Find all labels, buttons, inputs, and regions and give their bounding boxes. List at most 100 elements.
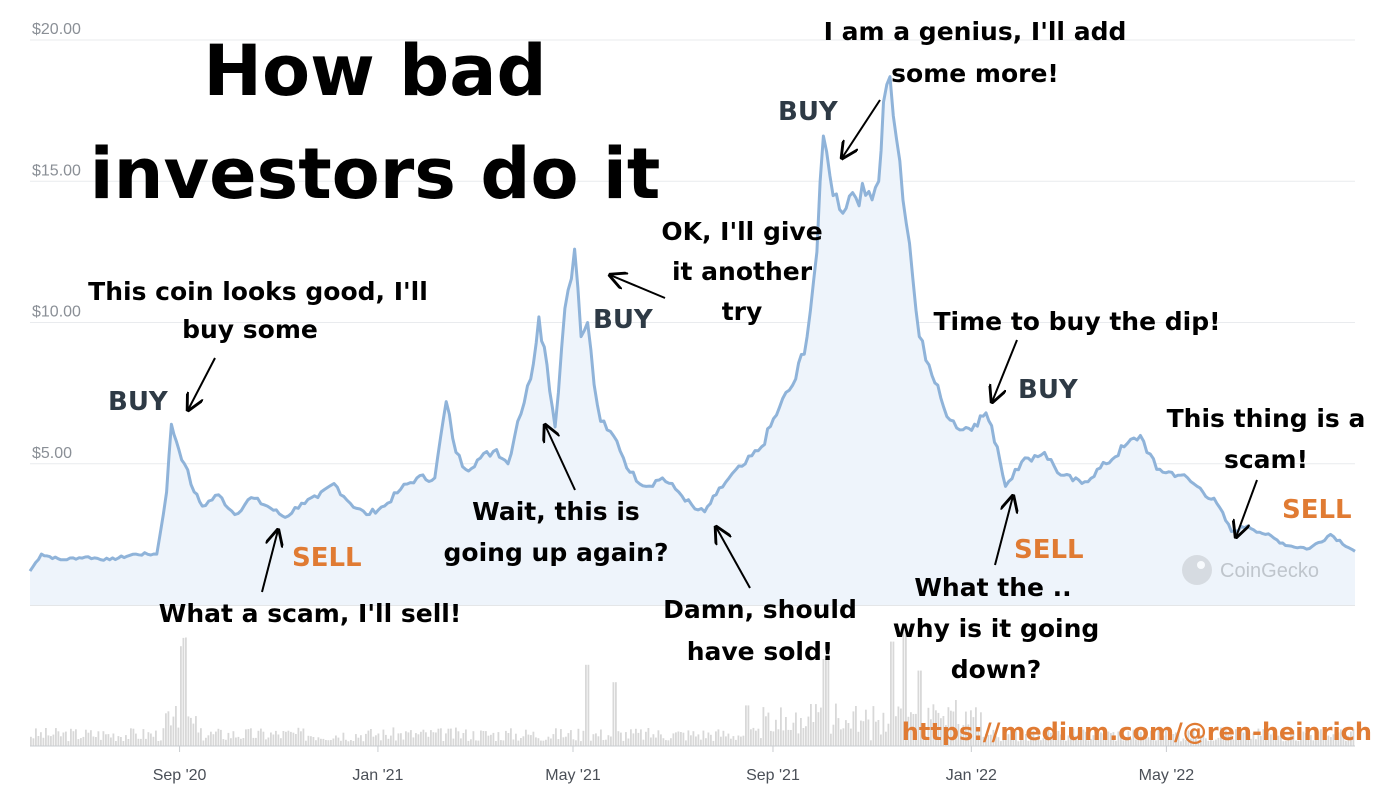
gecko-logo-icon: [1182, 555, 1212, 585]
volume-bar: [1287, 739, 1290, 746]
volume-bar: [375, 735, 377, 746]
volume-bar: [1322, 733, 1325, 746]
volume-bar: [682, 732, 685, 746]
volume-bar: [452, 738, 455, 746]
volume-bar: [1205, 738, 1207, 746]
volume-bar: [1257, 728, 1260, 746]
volume-bar: [1175, 732, 1177, 746]
volume-bar: [1160, 739, 1162, 746]
volume-bar: [545, 739, 547, 746]
volume-bar: [1237, 734, 1240, 746]
volume-bar: [450, 728, 452, 746]
volume-bar: [685, 740, 687, 746]
volume-bar: [85, 729, 87, 746]
volume-bar: [227, 732, 230, 746]
volume-bar: [1007, 734, 1010, 746]
volume-bar: [292, 732, 295, 746]
y-tick-label: $20.00: [32, 21, 81, 38]
volume-bar: [1172, 734, 1175, 746]
volume-bar: [522, 736, 525, 746]
volume-bar: [765, 716, 767, 746]
volume-bar: [940, 718, 942, 746]
volume-bar: [217, 728, 220, 746]
y-tick-label: $5.00: [32, 445, 72, 462]
volume-bar: [1147, 737, 1150, 746]
volume-bar: [927, 707, 930, 746]
volume-bar: [317, 737, 320, 746]
volume-bar: [907, 716, 910, 746]
volume-bar: [70, 728, 72, 746]
annotation-4-line-2: it another: [672, 257, 813, 286]
volume-bar: [422, 729, 425, 746]
volume-bar: [235, 737, 237, 746]
volume-bar: [62, 732, 65, 746]
volume-bar: [677, 731, 680, 746]
annotation-4-line-1: OK, I'll give: [661, 217, 822, 246]
volume-bar: [595, 733, 597, 746]
volume-bar: [1185, 739, 1187, 746]
volume-bar: [1290, 727, 1292, 746]
arrow-3: [545, 425, 576, 491]
volume-bar: [142, 729, 145, 746]
volume-bar: [785, 717, 787, 746]
volume-bar: [590, 740, 592, 746]
volume-bar: [402, 739, 405, 746]
volume-bar: [1235, 729, 1237, 746]
annotation-6-line-2: some more!: [891, 59, 1059, 88]
volume-bar: [645, 731, 647, 746]
volume-bar: [877, 720, 880, 746]
volume-bar: [635, 728, 637, 746]
volume-bar: [290, 731, 292, 746]
volume-bar: [1145, 734, 1147, 746]
volume-bar: [937, 712, 940, 746]
volume-bar: [770, 730, 772, 746]
volume-bar: [825, 659, 827, 746]
volume-bar: [262, 731, 265, 746]
price-area: [30, 76, 1355, 605]
volume-bar: [1140, 731, 1142, 746]
volume-bar: [1182, 738, 1185, 746]
volume-bar: [1342, 735, 1345, 746]
volume-bar: [850, 728, 852, 746]
volume-bar: [1072, 728, 1075, 746]
volume-bar: [390, 735, 392, 746]
volume-bar: [507, 733, 510, 746]
volume-bar: [407, 732, 410, 746]
volume-bar: [1300, 739, 1302, 746]
volume-bar: [1100, 732, 1102, 746]
volume-bar: [1037, 729, 1040, 746]
volume-bar: [440, 728, 442, 746]
volume-bar: [777, 729, 780, 746]
volume-bar: [105, 734, 107, 746]
volume-bar: [687, 730, 690, 746]
volume-bar: [605, 739, 607, 746]
volume-bar: [205, 737, 207, 746]
volume-bar: [847, 723, 850, 746]
volume-bar: [1242, 732, 1245, 746]
volume-bar: [420, 731, 422, 746]
volume-bar: [175, 706, 177, 746]
volume-bar: [192, 723, 195, 746]
volume-bar: [1082, 729, 1085, 746]
volume-bar: [832, 724, 835, 746]
volume-bar: [167, 711, 170, 746]
volume-bar: [90, 730, 92, 746]
volume-bar: [1222, 739, 1225, 746]
volume-bar: [1157, 729, 1160, 746]
volume-bar: [1332, 734, 1335, 746]
volume-bar: [642, 739, 645, 746]
volume-bar: [1280, 735, 1282, 746]
volume-bar: [425, 732, 427, 746]
volume-bar: [352, 741, 355, 746]
volume-bar: [1032, 730, 1035, 746]
annotation-arrows: [188, 99, 1258, 593]
volume-bar: [632, 733, 635, 746]
volume-bar: [1212, 740, 1215, 746]
volume-bar: [1075, 735, 1077, 746]
volume-bar: [1192, 728, 1195, 746]
volume-bar: [475, 740, 477, 746]
volume-bar: [255, 737, 257, 746]
price-line: [28, 75, 1356, 572]
annotation-2: What a scam, I'll sell!: [159, 599, 461, 628]
volume-bar: [865, 709, 867, 746]
